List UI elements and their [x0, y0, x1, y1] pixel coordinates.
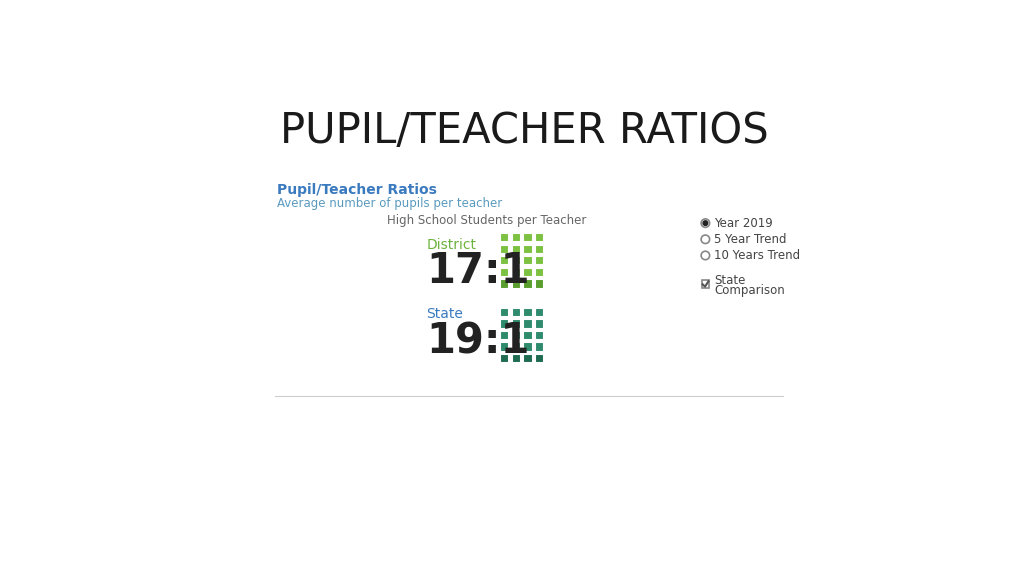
FancyBboxPatch shape [535, 331, 544, 340]
FancyBboxPatch shape [500, 354, 509, 363]
FancyBboxPatch shape [512, 308, 521, 317]
FancyBboxPatch shape [512, 279, 521, 289]
FancyBboxPatch shape [500, 343, 509, 352]
FancyBboxPatch shape [523, 245, 532, 254]
FancyBboxPatch shape [523, 279, 532, 289]
FancyBboxPatch shape [535, 268, 544, 277]
Text: High School Students per Teacher: High School Students per Teacher [387, 214, 587, 226]
FancyBboxPatch shape [512, 319, 521, 329]
Text: State: State [714, 274, 745, 287]
FancyBboxPatch shape [500, 308, 509, 317]
FancyBboxPatch shape [535, 319, 544, 329]
FancyBboxPatch shape [500, 331, 509, 340]
Text: District: District [426, 238, 476, 252]
FancyBboxPatch shape [512, 233, 521, 242]
FancyBboxPatch shape [535, 308, 544, 317]
Text: Average number of pupils per teacher: Average number of pupils per teacher [276, 196, 502, 210]
FancyBboxPatch shape [512, 354, 521, 363]
FancyBboxPatch shape [523, 233, 532, 242]
Text: 19:1: 19:1 [426, 321, 529, 363]
Circle shape [703, 221, 708, 225]
FancyBboxPatch shape [500, 268, 509, 277]
FancyBboxPatch shape [535, 279, 544, 289]
FancyBboxPatch shape [523, 308, 532, 317]
FancyBboxPatch shape [535, 256, 544, 266]
FancyBboxPatch shape [500, 279, 509, 289]
FancyBboxPatch shape [535, 343, 544, 352]
FancyBboxPatch shape [535, 233, 544, 242]
FancyBboxPatch shape [523, 256, 532, 266]
FancyBboxPatch shape [500, 319, 509, 329]
FancyBboxPatch shape [523, 319, 532, 329]
FancyBboxPatch shape [523, 354, 532, 363]
FancyBboxPatch shape [512, 268, 521, 277]
FancyBboxPatch shape [500, 245, 509, 254]
Text: Pupil/Teacher Ratios: Pupil/Teacher Ratios [276, 183, 436, 197]
Text: Comparison: Comparison [714, 283, 784, 297]
FancyBboxPatch shape [512, 343, 521, 352]
FancyBboxPatch shape [523, 331, 532, 340]
FancyBboxPatch shape [512, 256, 521, 266]
FancyBboxPatch shape [523, 343, 532, 352]
Text: State: State [426, 307, 463, 321]
FancyBboxPatch shape [500, 233, 509, 242]
FancyBboxPatch shape [512, 331, 521, 340]
Text: PUPIL/TEACHER RATIOS: PUPIL/TEACHER RATIOS [281, 109, 769, 151]
FancyBboxPatch shape [523, 268, 532, 277]
Text: Year 2019: Year 2019 [714, 217, 773, 230]
Text: 10 Years Trend: 10 Years Trend [714, 249, 800, 262]
FancyBboxPatch shape [535, 245, 544, 254]
Text: 17:1: 17:1 [426, 250, 530, 292]
FancyBboxPatch shape [535, 354, 544, 363]
Text: 5 Year Trend: 5 Year Trend [714, 233, 786, 246]
FancyBboxPatch shape [701, 280, 710, 288]
FancyBboxPatch shape [500, 256, 509, 266]
FancyBboxPatch shape [512, 245, 521, 254]
